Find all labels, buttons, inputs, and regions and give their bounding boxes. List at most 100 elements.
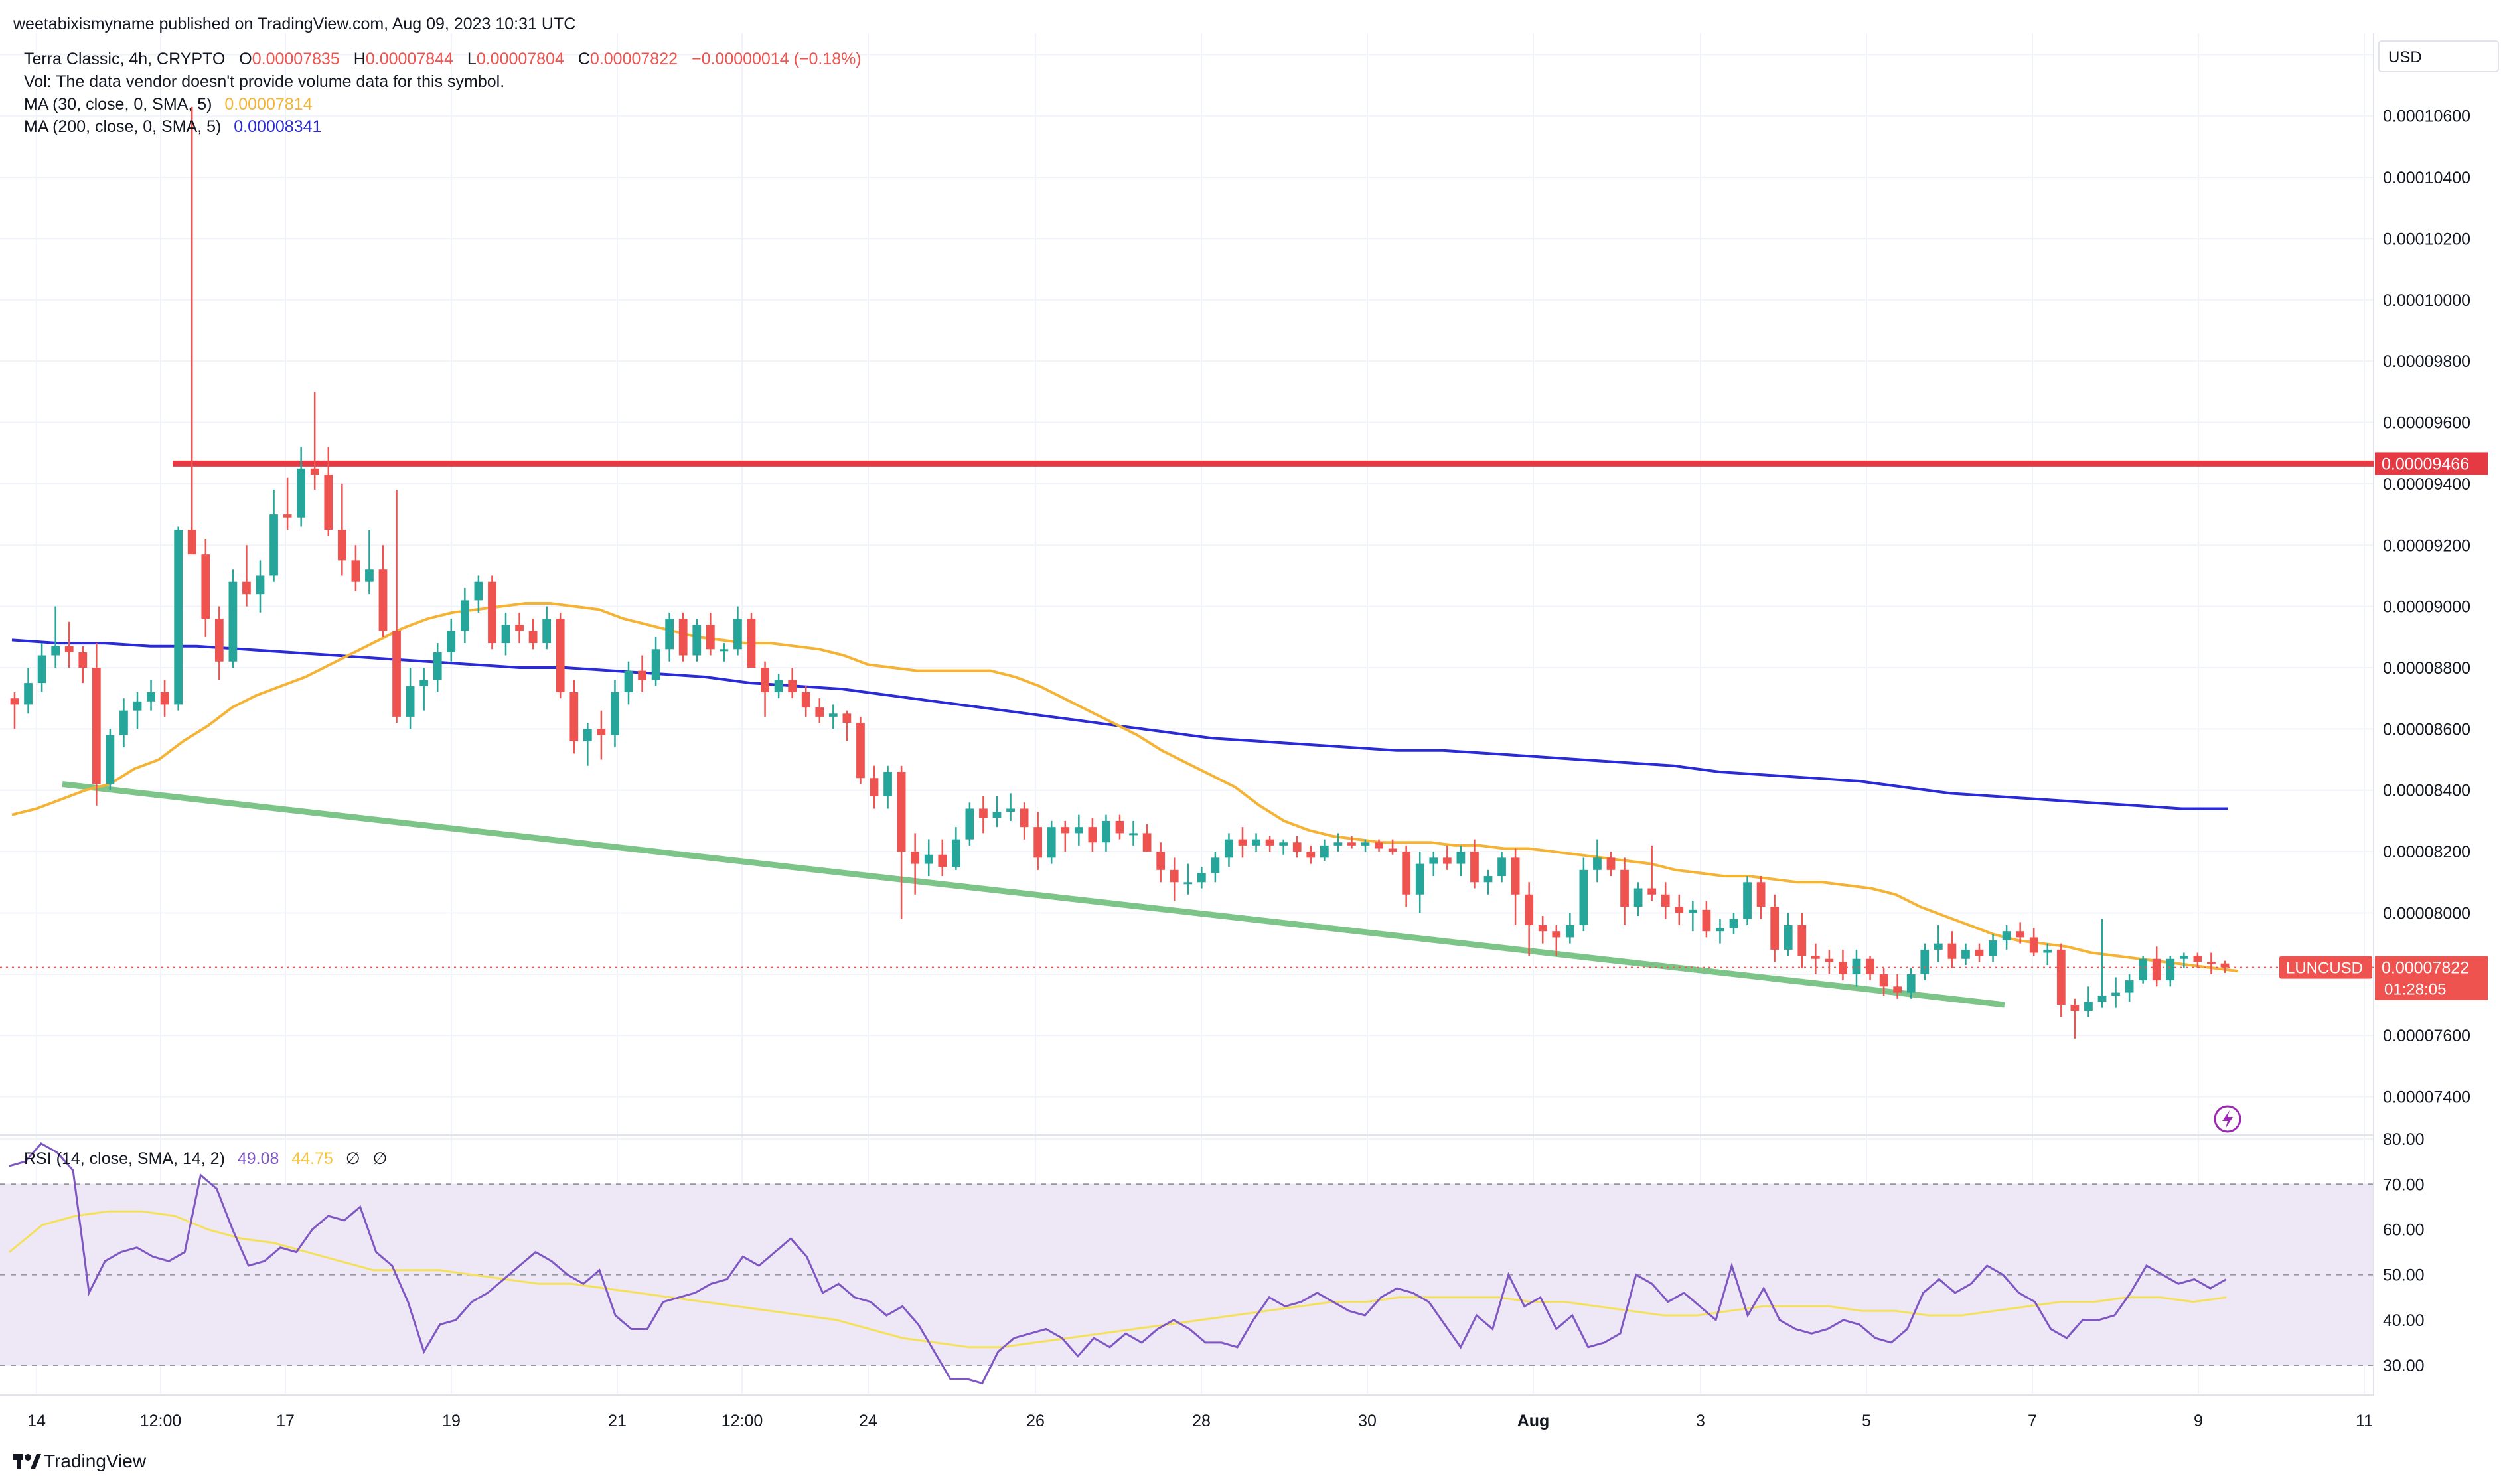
candle <box>720 643 729 662</box>
candle-body <box>1661 894 1670 907</box>
candle-body <box>447 631 456 652</box>
candle-body <box>842 713 852 723</box>
close-label: C <box>578 50 590 68</box>
candle <box>815 698 824 723</box>
candle-body <box>2002 931 2011 941</box>
candle <box>911 833 920 895</box>
candle <box>1784 913 1793 956</box>
candle-body <box>692 625 702 656</box>
candle-body <box>351 560 360 582</box>
candle-body <box>2220 963 2230 968</box>
candle-body <box>2097 996 2107 1002</box>
candle <box>78 646 88 684</box>
ma30-legend-label: MA (30, close, 0, SMA, 5) <box>24 95 212 113</box>
candle <box>1292 836 1302 858</box>
rsi-series-line <box>9 1142 2227 1385</box>
candle <box>447 619 456 662</box>
price-tick-label: 0.00010400 <box>2383 169 2470 187</box>
candle <box>1115 814 1124 840</box>
candle <box>1415 852 1424 913</box>
lightning-icon[interactable] <box>2214 1105 2241 1133</box>
support-trendline[interactable] <box>62 781 2005 1008</box>
candle <box>24 668 33 714</box>
candle-body <box>1947 943 1957 959</box>
candle <box>665 612 674 662</box>
ma200-legend-label: MA (200, close, 0, SMA, 5) <box>24 117 221 136</box>
candle <box>2056 943 2066 1017</box>
candle-body <box>2139 958 2148 981</box>
candle <box>624 661 633 705</box>
candle-body <box>2016 931 2025 938</box>
candle <box>2070 998 2080 1039</box>
candle <box>2139 956 2148 984</box>
candle <box>1606 852 1616 877</box>
candle-body <box>433 652 442 680</box>
candle-body <box>528 631 538 644</box>
candle-body <box>2207 962 2216 964</box>
candle-body <box>283 514 292 518</box>
candle-body <box>1702 909 1711 932</box>
candle <box>1033 812 1043 870</box>
candle-body <box>1743 882 1752 919</box>
candle <box>1975 943 1984 962</box>
candle <box>433 643 442 692</box>
candle-body <box>883 772 892 796</box>
rsi-tick-label: 70.00 <box>2383 1175 2425 1194</box>
candle <box>419 668 429 711</box>
candle-body <box>2193 956 2202 962</box>
candle <box>2207 952 2216 974</box>
candle <box>64 621 74 668</box>
candle-body <box>1756 882 1766 907</box>
candle-body <box>870 778 879 796</box>
ma200-legend: MA (200, close, 0, SMA, 5) 0.00008341 <box>24 117 321 136</box>
candle <box>1702 901 1711 938</box>
time-tick-label: 28 <box>1192 1412 1211 1430</box>
candle-body <box>924 854 933 864</box>
candle-body <box>2043 949 2052 953</box>
candle-body <box>828 713 838 717</box>
candle-body <box>256 575 265 595</box>
candle <box>706 612 715 656</box>
ma30-series-line <box>11 602 2239 973</box>
candle-body <box>1920 949 1930 974</box>
candle <box>1170 857 1179 901</box>
rsi-tick-label: 40.00 <box>2383 1311 2425 1330</box>
candle <box>1647 845 1657 901</box>
candle-body <box>774 680 783 692</box>
candle <box>638 655 646 692</box>
candle-body <box>1375 842 1383 849</box>
candle-body <box>801 692 810 708</box>
candle-body <box>2125 980 2134 993</box>
bar-countdown: 01:28:05 <box>2384 981 2446 999</box>
candle <box>1633 882 1643 917</box>
candle-body <box>583 729 592 741</box>
candle-body <box>611 692 619 735</box>
candle-body <box>992 812 1002 818</box>
candle-body <box>788 680 797 692</box>
candle <box>187 106 196 555</box>
candle-body <box>1647 888 1657 895</box>
candle <box>365 530 374 595</box>
rsi-ma-legend-value: 44.75 <box>291 1150 333 1168</box>
time-tick-label: Aug <box>1517 1412 1550 1430</box>
currency-selector[interactable] <box>2378 40 2499 72</box>
candle <box>1020 802 1029 840</box>
candle-body <box>1989 940 1997 956</box>
candle-body <box>133 701 142 711</box>
candle-body <box>214 619 224 662</box>
candle <box>965 802 974 846</box>
candle <box>474 575 483 613</box>
candle <box>1306 845 1316 864</box>
low-label: L <box>467 50 477 68</box>
candle-body <box>1729 919 1738 928</box>
candle-body <box>501 625 510 644</box>
candle <box>51 606 60 668</box>
candle-body <box>1497 857 1506 877</box>
candle <box>1183 863 1193 895</box>
candle-body <box>951 839 960 867</box>
candle-body <box>310 468 319 475</box>
candle <box>324 447 333 536</box>
candle <box>1142 824 1152 852</box>
candle <box>733 606 742 656</box>
candle <box>37 643 46 692</box>
